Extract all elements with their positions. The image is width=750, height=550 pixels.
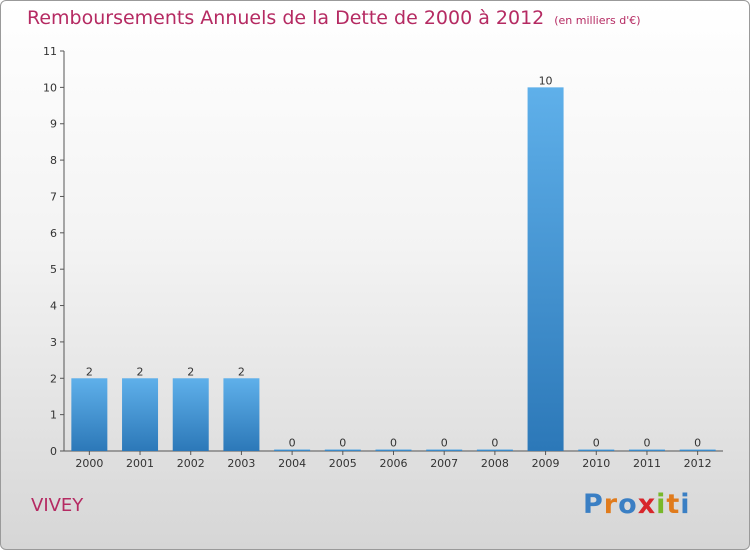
data-label: 2	[86, 365, 93, 378]
data-label: 2	[137, 365, 144, 378]
labels: 2 2 2 2 0 0 0 0 0 10 0 0 0	[86, 74, 701, 449]
commune-name: VIVEY	[31, 495, 84, 516]
x-tick-label: 2003	[227, 457, 255, 470]
x-tick-label: 2007	[430, 457, 458, 470]
bar	[426, 449, 463, 451]
data-label: 0	[491, 437, 498, 450]
y-tick-label: 1	[50, 409, 57, 422]
x-tick-label: 2008	[481, 457, 509, 470]
bar	[628, 449, 665, 451]
logo-letter: P	[583, 489, 604, 520]
bar	[679, 449, 716, 451]
logo-letter: i	[680, 489, 691, 520]
proxiti-logo: Proxiti	[583, 489, 691, 520]
unit-label: (en milliers d'€)	[554, 14, 641, 27]
y-tick-label: 10	[43, 81, 57, 94]
y-tick-label: 8	[50, 154, 57, 167]
chart-title: Remboursements Annuels de la Dette de 20…	[27, 7, 641, 29]
bar	[578, 449, 615, 451]
data-label: 0	[643, 437, 650, 450]
x-tick-label: 2004	[278, 457, 306, 470]
y-tick-label: 3	[50, 336, 57, 349]
x-tick-label: 2012	[684, 457, 712, 470]
x-tick-label: 2006	[380, 457, 408, 470]
bars	[71, 87, 716, 451]
bar	[527, 87, 564, 451]
bar	[274, 449, 311, 451]
logo-letter: o	[618, 489, 638, 520]
logo-letter: r	[603, 489, 619, 520]
y-tick-label: 9	[50, 118, 57, 131]
x-tick-label: 2009	[532, 457, 560, 470]
x-tick-label: 2010	[582, 457, 610, 470]
chart-title-text: Remboursements Annuels de la Dette de 20…	[27, 7, 545, 29]
data-label: 0	[694, 437, 701, 450]
x-tick-label: 2005	[329, 457, 357, 470]
logo-letter: x	[637, 489, 657, 520]
bar	[223, 378, 260, 451]
bar	[71, 378, 108, 451]
y-tick-label: 4	[50, 300, 57, 313]
x-tick-label: 2000	[75, 457, 103, 470]
bar	[122, 378, 159, 451]
bar	[324, 449, 361, 451]
data-label: 0	[441, 437, 448, 450]
bar	[476, 449, 513, 451]
y-tick-label: 0	[50, 445, 57, 458]
data-label: 2	[187, 365, 194, 378]
data-label: 0	[390, 437, 397, 450]
y-tick-label: 11	[43, 45, 57, 58]
y-tick-label: 2	[50, 372, 57, 385]
x-tick-label: 2001	[126, 457, 154, 470]
data-label: 10	[539, 74, 553, 87]
logo-letter: i	[656, 489, 667, 520]
bar	[375, 449, 412, 451]
y-tick-label: 5	[50, 263, 57, 276]
data-label: 0	[289, 437, 296, 450]
y-tick-label: 7	[50, 190, 57, 203]
bar	[172, 378, 209, 451]
data-label: 2	[238, 365, 245, 378]
data-label: 0	[593, 437, 600, 450]
data-label: 0	[339, 437, 346, 450]
logo-letter: t	[666, 489, 681, 520]
x-tick-label: 2002	[177, 457, 205, 470]
y-tick-label: 6	[50, 227, 57, 240]
x-tick-label: 2011	[633, 457, 661, 470]
